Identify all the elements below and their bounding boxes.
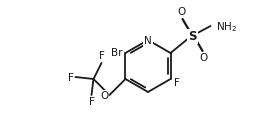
Text: O: O (199, 53, 208, 63)
Text: O: O (100, 91, 109, 101)
Text: N: N (144, 36, 152, 46)
Text: S: S (188, 30, 197, 43)
Text: F: F (89, 97, 94, 107)
Text: O: O (177, 7, 186, 17)
Text: F: F (174, 78, 180, 88)
Text: NH$_2$: NH$_2$ (215, 20, 237, 34)
Text: F: F (68, 73, 73, 83)
Text: F: F (98, 51, 104, 61)
Text: Br: Br (111, 48, 122, 58)
